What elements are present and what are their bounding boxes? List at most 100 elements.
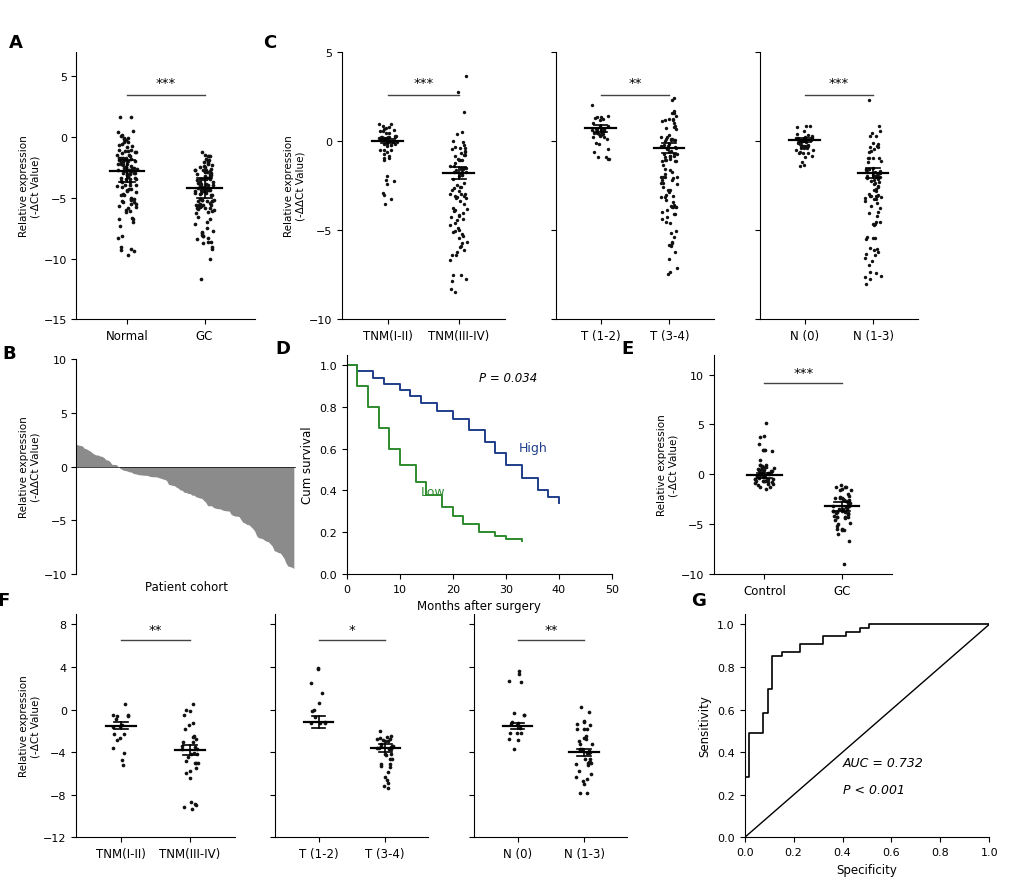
- Point: [510, 667, 526, 681]
- Point: [376, 747, 392, 761]
- Point: [662, 226, 679, 240]
- Point: [454, 206, 471, 220]
- Point: [829, 502, 846, 516]
- Point: [797, 135, 813, 149]
- Point: [861, 140, 877, 154]
- Point: [126, 172, 143, 186]
- Point: [453, 163, 470, 177]
- Point: [659, 267, 676, 282]
- Point: [375, 189, 391, 203]
- Point: [791, 146, 807, 160]
- Point: [378, 773, 394, 787]
- Point: [593, 127, 609, 141]
- Point: [867, 183, 883, 197]
- Point: [751, 453, 767, 467]
- Point: [662, 145, 679, 159]
- Point: [654, 159, 671, 173]
- Point: [193, 177, 209, 191]
- Point: [114, 717, 130, 731]
- Point: [591, 120, 607, 134]
- Point: [383, 730, 399, 744]
- Point: [120, 155, 137, 169]
- Point: [798, 141, 814, 155]
- Point: [446, 204, 463, 218]
- Point: [666, 133, 683, 147]
- Point: [378, 146, 394, 160]
- Point: [570, 764, 586, 778]
- Point: [380, 127, 396, 141]
- Point: [190, 201, 206, 215]
- Point: [871, 171, 888, 185]
- Point: [658, 204, 675, 218]
- Point: [186, 217, 203, 232]
- Text: A: A: [8, 34, 22, 52]
- Point: [453, 237, 470, 251]
- Point: [127, 173, 144, 187]
- Point: [507, 718, 524, 732]
- Text: *: *: [348, 624, 355, 637]
- Point: [795, 159, 811, 173]
- Point: [119, 168, 136, 182]
- Point: [600, 153, 616, 168]
- Point: [198, 195, 214, 209]
- Point: [657, 154, 674, 168]
- Point: [125, 167, 142, 181]
- Point: [577, 752, 593, 766]
- Point: [200, 150, 216, 164]
- Y-axis label: Sensitivity: Sensitivity: [698, 695, 711, 757]
- Point: [194, 184, 210, 198]
- Point: [205, 225, 221, 239]
- Point: [115, 727, 131, 741]
- Point: [373, 757, 389, 771]
- Point: [857, 232, 873, 246]
- Point: [379, 731, 395, 745]
- Point: [192, 175, 208, 189]
- Point: [375, 152, 391, 166]
- Point: [189, 203, 205, 217]
- Point: [579, 746, 595, 760]
- Point: [205, 203, 221, 217]
- Point: [665, 198, 682, 212]
- Point: [510, 716, 526, 730]
- Point: [581, 745, 597, 759]
- Point: [868, 139, 884, 153]
- Point: [190, 201, 206, 215]
- Point: [184, 697, 201, 711]
- Point: [764, 477, 781, 491]
- Text: P < 0.001: P < 0.001: [842, 783, 904, 795]
- Point: [665, 150, 682, 164]
- Point: [588, 123, 604, 137]
- Point: [311, 696, 327, 710]
- Point: [754, 470, 770, 484]
- Point: [759, 467, 775, 481]
- Point: [505, 743, 522, 757]
- Point: [443, 275, 460, 289]
- Point: [660, 239, 677, 253]
- Point: [661, 217, 678, 231]
- Point: [194, 146, 210, 160]
- Point: [455, 162, 472, 176]
- Point: [754, 444, 770, 458]
- Point: [840, 510, 856, 524]
- Point: [113, 718, 129, 732]
- Point: [117, 206, 133, 220]
- Point: [445, 160, 462, 174]
- Point: [833, 524, 849, 538]
- Point: [864, 152, 880, 166]
- Point: [110, 144, 126, 158]
- Point: [857, 163, 873, 177]
- Point: [838, 481, 854, 495]
- Point: [792, 135, 808, 149]
- Point: [857, 248, 873, 262]
- Point: [457, 146, 473, 160]
- Point: [747, 476, 763, 490]
- Point: [746, 472, 762, 486]
- Point: [869, 169, 886, 183]
- Point: [116, 132, 132, 146]
- Point: [665, 117, 682, 131]
- Point: [570, 734, 586, 748]
- Point: [452, 146, 469, 160]
- Point: [665, 105, 682, 119]
- Point: [127, 197, 144, 211]
- Point: [375, 144, 391, 158]
